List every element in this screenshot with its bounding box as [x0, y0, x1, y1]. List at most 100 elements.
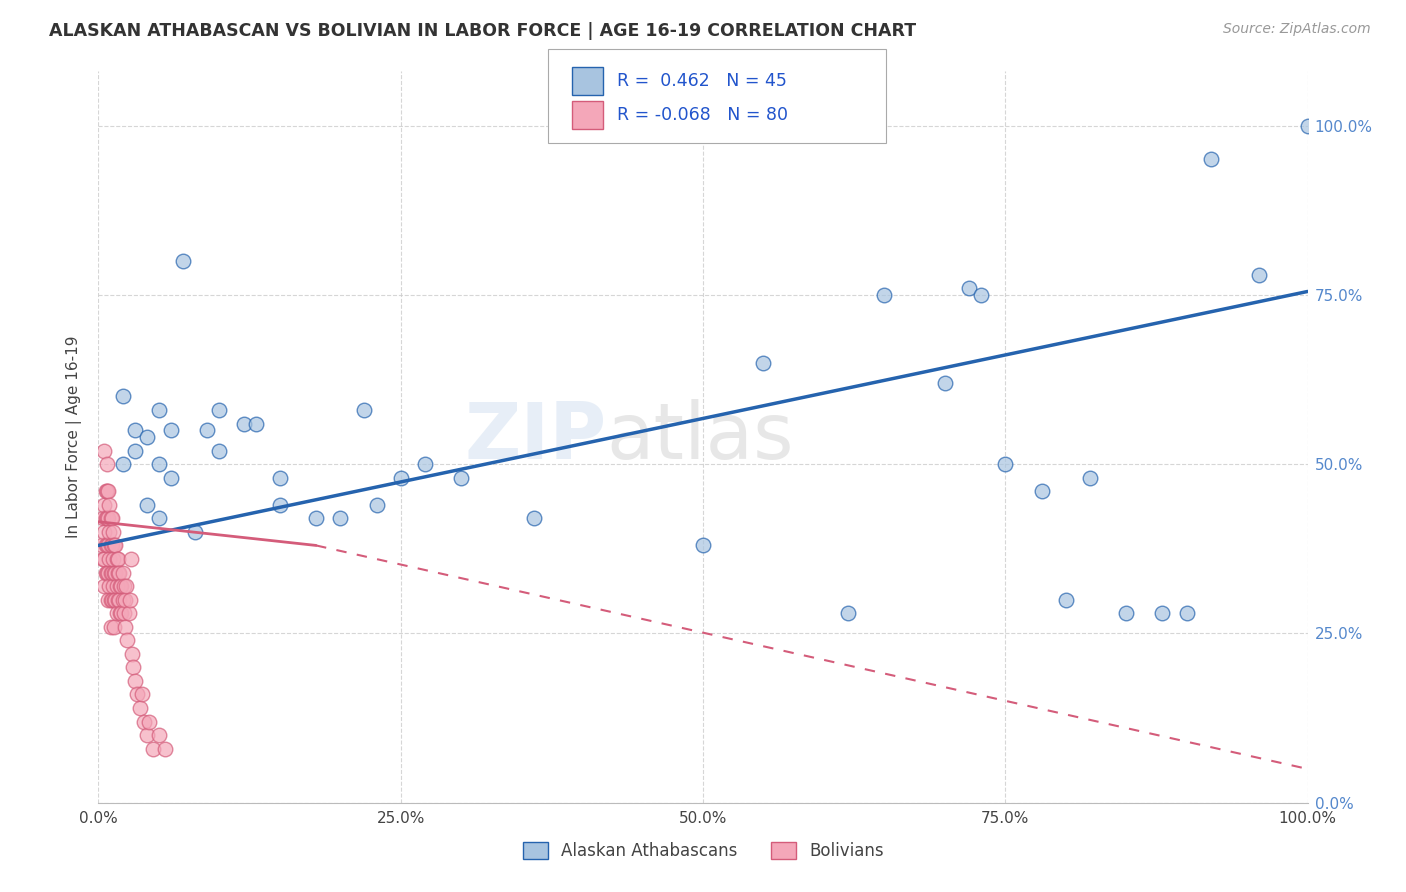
- Point: [114, 620, 136, 634]
- Point: [98, 498, 121, 512]
- Point: [107, 592, 129, 607]
- Point: [100, 566, 122, 580]
- Point: [96, 566, 118, 580]
- Point: [121, 647, 143, 661]
- Point: [232, 417, 254, 431]
- Legend: Alaskan Athabascans, Bolivians: Alaskan Athabascans, Bolivians: [523, 842, 883, 860]
- Point: [111, 566, 134, 580]
- Point: [1175, 606, 1198, 620]
- Point: [110, 579, 132, 593]
- Point: [114, 592, 136, 607]
- Point: [93, 552, 115, 566]
- Point: [128, 701, 150, 715]
- Point: [97, 484, 120, 499]
- Y-axis label: In Labor Force | Age 16-19: In Labor Force | Age 16-19: [66, 335, 83, 539]
- Point: [413, 457, 436, 471]
- Point: [96, 511, 118, 525]
- Point: [100, 538, 122, 552]
- Point: [103, 592, 125, 607]
- Point: [172, 254, 194, 268]
- Point: [103, 566, 125, 580]
- Point: [124, 443, 146, 458]
- Point: [105, 606, 128, 620]
- Point: [108, 566, 131, 580]
- Point: [94, 566, 117, 580]
- Point: [96, 538, 118, 552]
- Point: [118, 592, 141, 607]
- Point: [98, 552, 121, 566]
- Point: [115, 579, 138, 593]
- Point: [118, 606, 141, 620]
- Point: [752, 355, 775, 369]
- Point: [98, 524, 121, 539]
- Point: [110, 606, 132, 620]
- Point: [105, 579, 128, 593]
- Point: [108, 579, 131, 593]
- Point: [353, 403, 375, 417]
- Point: [148, 728, 170, 742]
- Point: [93, 443, 115, 458]
- Point: [100, 566, 122, 580]
- Point: [100, 511, 122, 525]
- Point: [93, 579, 115, 593]
- Point: [94, 511, 117, 525]
- Text: atlas: atlas: [606, 399, 794, 475]
- Point: [269, 498, 291, 512]
- Point: [108, 606, 131, 620]
- Point: [1152, 606, 1174, 620]
- Point: [103, 620, 125, 634]
- Text: R =  0.462   N = 45: R = 0.462 N = 45: [617, 72, 787, 90]
- Point: [523, 511, 546, 525]
- Point: [127, 688, 149, 702]
- Point: [94, 538, 117, 552]
- Point: [107, 566, 129, 580]
- Point: [104, 592, 127, 607]
- Point: [837, 606, 859, 620]
- Point: [100, 592, 122, 607]
- Point: [153, 741, 176, 756]
- Point: [112, 579, 135, 593]
- Point: [91, 538, 114, 552]
- Point: [100, 511, 122, 525]
- Point: [117, 633, 139, 648]
- Point: [1078, 471, 1101, 485]
- Point: [195, 423, 218, 437]
- Point: [148, 457, 170, 471]
- Point: [111, 592, 134, 607]
- Point: [970, 288, 993, 302]
- Point: [131, 688, 153, 702]
- Point: [1249, 268, 1271, 282]
- Point: [107, 552, 129, 566]
- Point: [98, 579, 121, 593]
- Text: Source: ZipAtlas.com: Source: ZipAtlas.com: [1223, 22, 1371, 37]
- Point: [148, 511, 170, 525]
- Point: [269, 471, 291, 485]
- Point: [208, 403, 231, 417]
- Point: [94, 484, 117, 499]
- Point: [111, 389, 134, 403]
- Point: [934, 376, 956, 390]
- Point: [124, 673, 146, 688]
- Point: [366, 498, 388, 512]
- Point: [122, 660, 145, 674]
- Point: [305, 511, 328, 525]
- Point: [873, 288, 896, 302]
- Point: [104, 538, 127, 552]
- Point: [692, 538, 714, 552]
- Point: [1199, 153, 1222, 167]
- Point: [100, 538, 122, 552]
- Point: [97, 566, 120, 580]
- Point: [91, 511, 114, 525]
- Point: [994, 457, 1017, 471]
- Point: [450, 471, 472, 485]
- Point: [245, 417, 267, 431]
- Point: [160, 423, 183, 437]
- Point: [100, 592, 122, 607]
- Point: [1296, 119, 1319, 133]
- Point: [101, 524, 124, 539]
- Point: [184, 524, 207, 539]
- Point: [97, 511, 120, 525]
- Point: [103, 538, 125, 552]
- Point: [160, 471, 183, 485]
- Point: [208, 443, 231, 458]
